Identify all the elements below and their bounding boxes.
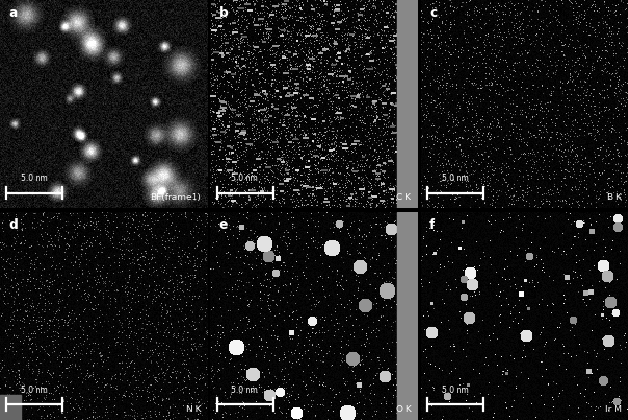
Text: O K: O K xyxy=(396,405,411,414)
Bar xyxy=(397,0,418,208)
Text: c: c xyxy=(429,6,437,20)
Text: e: e xyxy=(219,218,228,232)
Text: B K: B K xyxy=(607,193,622,202)
Bar xyxy=(397,212,418,420)
Bar xyxy=(0,395,21,420)
Text: 5.0 nm: 5.0 nm xyxy=(441,174,468,184)
Text: C K: C K xyxy=(396,193,411,202)
Text: N K: N K xyxy=(185,405,201,414)
Text: d: d xyxy=(8,218,18,232)
Text: 5.0 nm: 5.0 nm xyxy=(231,174,258,184)
Text: f: f xyxy=(429,218,435,232)
Text: 5.0 nm: 5.0 nm xyxy=(441,386,468,395)
Text: b: b xyxy=(219,6,229,20)
Text: 5.0 nm: 5.0 nm xyxy=(231,386,258,395)
Text: BF(frame1): BF(frame1) xyxy=(150,193,201,202)
Text: 5.0 nm: 5.0 nm xyxy=(21,174,48,184)
Text: 5.0 nm: 5.0 nm xyxy=(21,386,48,395)
Text: a: a xyxy=(8,6,18,20)
Text: Ir M: Ir M xyxy=(605,405,622,414)
